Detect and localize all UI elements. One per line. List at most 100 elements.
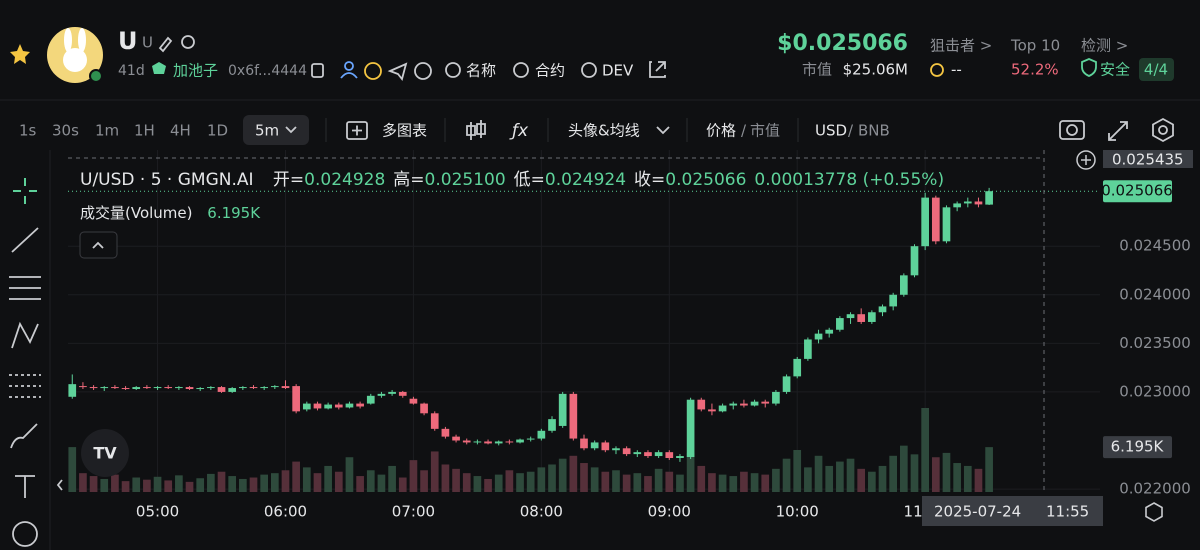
candle-body	[324, 404, 332, 409]
indicator-fx-icon[interactable]: ƒx	[509, 121, 529, 141]
price-toggle[interactable]: 价格	[706, 122, 736, 140]
text-tool[interactable]	[15, 475, 35, 498]
candle-body	[111, 387, 119, 389]
volume-bar	[878, 465, 887, 492]
candle-body	[175, 387, 183, 389]
indicators[interactable]: 头像&均线	[568, 122, 640, 140]
candle-body	[718, 405, 727, 412]
copy-icon[interactable]	[311, 63, 324, 78]
candle-body	[452, 436, 460, 441]
volume-bar	[654, 468, 663, 492]
bnb-toggle[interactable]: BNB	[858, 122, 890, 140]
chevron	[656, 126, 670, 135]
volume-bar	[79, 473, 87, 492]
search-name[interactable]: 名称	[466, 62, 496, 80]
volume-tag-label: 6.195K	[1111, 438, 1165, 456]
avatar-ear	[78, 28, 86, 52]
search-icon[interactable]	[445, 62, 461, 78]
fullscreen-icon[interactable]	[1108, 121, 1128, 141]
interval[interactable]: 1s	[19, 122, 37, 140]
axis-settings[interactable]	[1145, 502, 1163, 522]
selected-interval[interactable]: 5m	[255, 122, 279, 140]
edit-icon[interactable]	[158, 36, 173, 53]
candle-body	[334, 404, 343, 408]
candle-body	[782, 376, 791, 392]
candle-body	[676, 456, 684, 458]
cap-toggle[interactable]: 市值	[750, 122, 780, 140]
candle-body	[89, 387, 98, 389]
selected-interval-box[interactable]	[243, 115, 309, 145]
volume-bar	[292, 461, 300, 492]
volume-bar	[814, 455, 823, 492]
telegram-icon[interactable]	[387, 62, 408, 81]
candle-body	[868, 312, 876, 322]
interval[interactable]: 1m	[95, 122, 119, 140]
contract-address[interactable]: 0x6f...4444	[228, 63, 307, 79]
candle-body	[590, 442, 599, 449]
volume-bar	[708, 473, 716, 492]
settings-center	[1158, 125, 1168, 135]
chart-icon[interactable]	[414, 62, 432, 80]
emoji-tool[interactable]	[12, 521, 38, 547]
candle-body	[260, 387, 269, 389]
pool-label[interactable]: 加池子	[173, 62, 218, 80]
volume-bar	[68, 447, 77, 492]
holder-icon[interactable]	[181, 35, 195, 49]
favorite-star[interactable]	[10, 44, 30, 64]
brush-tool[interactable]	[10, 423, 38, 449]
volume-bar	[889, 455, 898, 492]
candle-body	[910, 246, 919, 276]
snipers-label[interactable]: 狙击者 >	[930, 37, 992, 55]
candle-body	[665, 452, 674, 458]
volume-bar	[473, 476, 482, 492]
candle-body	[804, 339, 812, 359]
search-icon[interactable]	[581, 62, 597, 78]
candle-body	[548, 419, 556, 431]
interval[interactable]: 4H	[170, 122, 191, 140]
volume-bar	[953, 463, 961, 492]
volume-tag	[1103, 436, 1172, 459]
volume-bar	[345, 457, 354, 492]
candle-body	[185, 387, 194, 390]
add-chart-icon[interactable]	[346, 121, 368, 140]
volume-bar	[676, 474, 684, 492]
usd-toggle[interactable]: USD	[815, 122, 847, 140]
share-icon[interactable]	[649, 61, 666, 78]
volume-bar	[718, 474, 727, 492]
multi-chart[interactable]: 多图表	[382, 122, 427, 140]
interval[interactable]: 30s	[52, 122, 79, 140]
parallel-tool[interactable]	[9, 276, 41, 300]
volume-bar	[196, 478, 205, 492]
volume-bar	[857, 468, 866, 492]
pattern-tool[interactable]	[11, 321, 39, 349]
collapse-button[interactable]	[79, 231, 118, 259]
volume-bar	[398, 477, 407, 492]
separator: /	[741, 122, 747, 140]
warning-icon[interactable]	[364, 62, 382, 80]
volume-bar	[377, 474, 386, 492]
user-icon[interactable]	[344, 61, 354, 71]
avatar-ear	[64, 28, 72, 52]
volume-bar	[729, 476, 738, 492]
search-icon[interactable]	[513, 62, 529, 78]
fib-tool[interactable]	[9, 374, 41, 398]
volume-title: 成交量(Volume)	[80, 204, 193, 222]
scroll-left[interactable]	[56, 479, 63, 491]
chart-legend: U/USD · 5 · GMGN.AI 开=0.024928 高=0.025100…	[80, 170, 944, 190]
volume-bar	[548, 464, 556, 492]
line-tool[interactable]	[11, 227, 39, 253]
settings-icon[interactable]	[1152, 117, 1174, 143]
camera-icon[interactable]	[1059, 120, 1085, 140]
candle-body	[356, 403, 364, 407]
crosshair-tool[interactable]	[13, 178, 37, 204]
search-contract[interactable]: 合约	[535, 62, 565, 80]
interval[interactable]: 1D	[207, 122, 228, 140]
candle-body	[345, 403, 354, 408]
candle-type-icon[interactable]	[466, 120, 486, 140]
search-dev[interactable]: DEV	[602, 62, 634, 80]
candle-body	[740, 403, 748, 406]
candle-body	[100, 387, 109, 389]
audit-label[interactable]: 检测 >	[1081, 37, 1128, 55]
interval[interactable]: 1H	[134, 122, 155, 140]
volume-bar	[665, 471, 674, 492]
